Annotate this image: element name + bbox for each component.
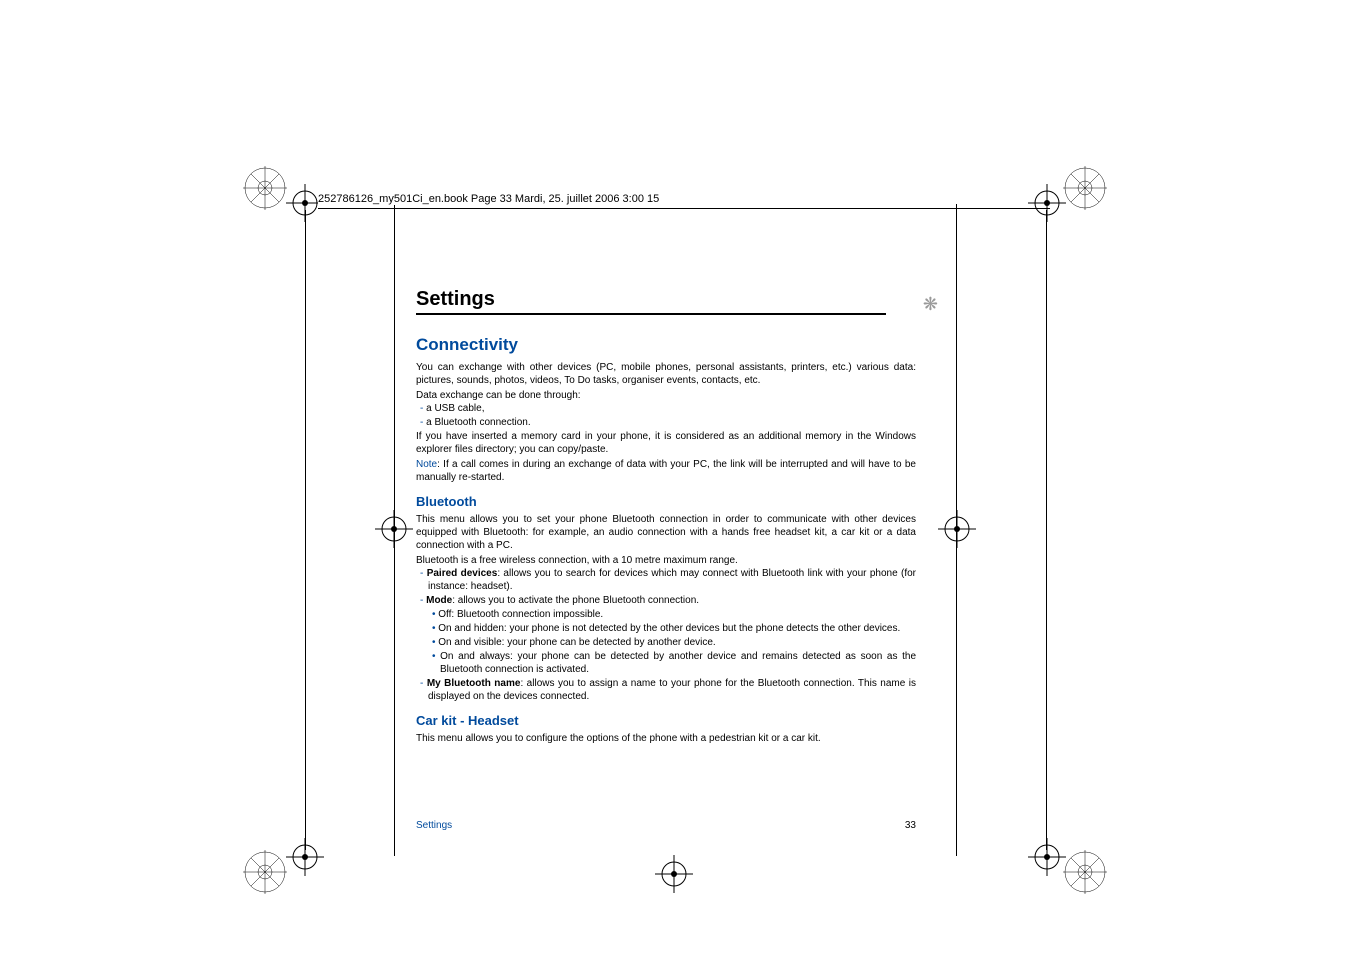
header-rule [318, 208, 1050, 209]
crosshair-icon [1028, 838, 1066, 876]
page-content: ❋ Settings Connectivity You can exchange… [416, 288, 916, 747]
note-label: Note [416, 459, 437, 470]
list-text: On and hidden: your phone is not detecte… [438, 623, 900, 634]
crop-line [394, 530, 395, 856]
list-text: : allows you to search for devices which… [428, 568, 916, 592]
list-item: - Mode: allows you to activate the phone… [416, 594, 916, 607]
footer-section: Settings [416, 820, 452, 831]
reg-mark-icon [1063, 850, 1107, 894]
crop-line [1046, 210, 1047, 530]
subsection-heading-bluetooth: Bluetooth [416, 494, 916, 509]
list-text: : allows you to activate the phone Bluet… [452, 595, 699, 606]
list-text: Off: Bluetooth connection impossible. [438, 609, 603, 620]
list-item: - My Bluetooth name: allows you to assig… [416, 677, 916, 703]
paragraph: Data exchange can be done through: [416, 389, 916, 402]
crosshair-icon [1028, 184, 1066, 222]
reg-mark-icon [243, 850, 287, 894]
list-bold: Mode [426, 595, 452, 606]
list-bold: My Bluetooth name [427, 678, 521, 689]
crop-line [956, 204, 957, 530]
list-item: - a USB cable, [416, 402, 916, 415]
crop-line [1046, 530, 1047, 850]
list-text: On and always: your phone can be detecte… [440, 651, 916, 675]
reg-mark-icon [243, 166, 287, 210]
list-item: - a Bluetooth connection. [416, 416, 916, 429]
crop-line [305, 530, 306, 850]
list-text: a USB cable, [426, 403, 484, 414]
paragraph: This menu allows you to set your phone B… [416, 513, 916, 552]
sub-list-item: • On and visible: your phone can be dete… [416, 636, 916, 649]
paragraph: You can exchange with other devices (PC,… [416, 361, 916, 387]
title-rule [416, 313, 886, 315]
section-heading-connectivity: Connectivity [416, 335, 916, 355]
crop-line [956, 530, 957, 856]
list-text: On and visible: your phone can be detect… [438, 637, 715, 648]
note: Note: If a call comes in during an excha… [416, 458, 916, 484]
paragraph: This menu allows you to configure the op… [416, 732, 916, 745]
sub-list-item: • Off: Bluetooth connection impossible. [416, 608, 916, 621]
paragraph: Bluetooth is a free wireless connection,… [416, 554, 916, 567]
decorative-swirl-icon: ❋ [923, 294, 938, 315]
list-item: - Paired devices: allows you to search f… [416, 567, 916, 593]
list-text: a Bluetooth connection. [426, 417, 531, 428]
crosshair-icon [938, 510, 976, 548]
paragraph: If you have inserted a memory card in yo… [416, 430, 916, 456]
crosshair-icon [655, 855, 693, 893]
reg-mark-icon [1063, 166, 1107, 210]
note-text: : If a call comes in during an exchange … [416, 459, 916, 483]
header-filename: 252786126_my501Ci_en.book Page 33 Mardi,… [318, 193, 665, 205]
page-footer: Settings 33 [416, 820, 916, 831]
list-bold: Paired devices [427, 568, 498, 579]
page-title: Settings [416, 288, 916, 311]
footer-page-number: 33 [905, 820, 916, 831]
crop-line [305, 210, 306, 530]
subsection-heading-carkit: Car kit - Headset [416, 713, 916, 728]
crop-line [394, 204, 395, 530]
sub-list-item: • On and hidden: your phone is not detec… [416, 622, 916, 635]
sub-list-item: • On and always: your phone can be detec… [416, 650, 916, 676]
